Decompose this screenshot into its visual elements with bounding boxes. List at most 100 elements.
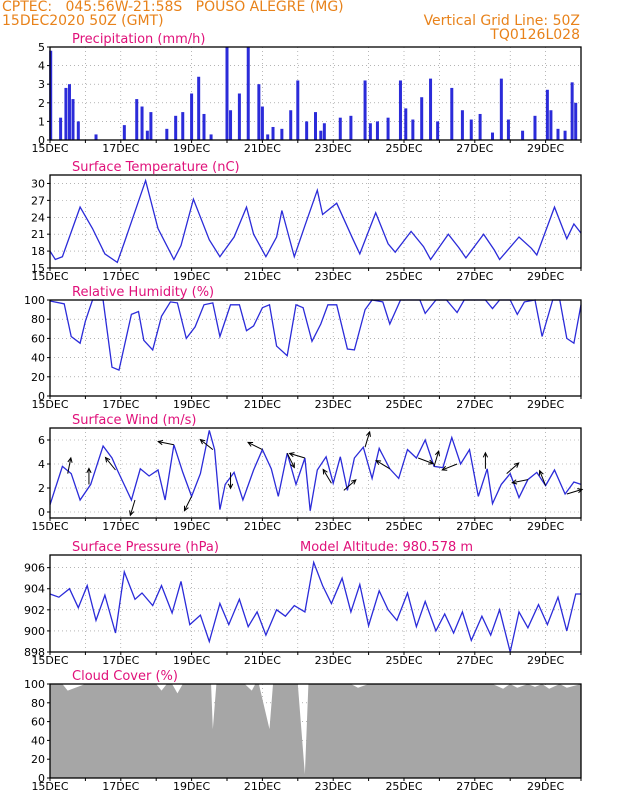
y-tick-label: 80 — [31, 697, 45, 710]
series-line — [49, 559, 581, 653]
wind-arrow — [105, 457, 116, 471]
y-tick-label: 27 — [31, 194, 45, 207]
precip-bar — [49, 50, 53, 140]
y-tick-label: 2 — [38, 97, 45, 110]
x-tick-label: 29DEC — [527, 398, 564, 411]
y-tick-label: 20 — [31, 371, 45, 384]
precip-bar — [305, 121, 309, 140]
x-tick-label: 25DEC — [385, 654, 422, 667]
y-tick-label: 20 — [31, 753, 45, 766]
x-tick-label: 21DEC — [244, 270, 281, 283]
panel-frame — [49, 46, 582, 141]
wind-arrow — [375, 460, 391, 470]
precip-bar — [289, 110, 293, 140]
wind-arrowhead — [511, 479, 518, 485]
precip-bar — [165, 128, 169, 140]
x-tick-label: 19DEC — [173, 654, 210, 667]
x-tick-label: 23DEC — [315, 398, 352, 411]
wind-arrow — [67, 457, 72, 474]
precip-bar — [174, 115, 178, 140]
y-tick-label: 6 — [38, 434, 45, 447]
precip-bar — [338, 117, 342, 140]
x-tick-label: 29DEC — [527, 142, 564, 155]
precip-bar — [209, 134, 213, 140]
wind-arrow — [322, 469, 332, 484]
x-tick-label: 15DEC — [31, 398, 68, 411]
precip-bar — [71, 99, 75, 140]
precip-bar — [491, 132, 494, 140]
wind-arrow — [129, 499, 136, 516]
wind-arrowhead — [129, 510, 135, 517]
precip-bar — [76, 121, 80, 140]
panel-frame — [49, 427, 582, 519]
x-tick-label: 23DEC — [315, 142, 352, 155]
precip-bar — [145, 130, 149, 140]
panel-title: Surface Wind (m/s) — [72, 413, 196, 428]
y-tick-label: 0 — [38, 134, 45, 147]
precip-bar — [469, 119, 473, 140]
precip-bar — [271, 126, 275, 140]
y-tick-label: 15 — [31, 262, 45, 275]
precip-bar — [429, 78, 433, 140]
y-tick-label: 40 — [31, 352, 45, 365]
x-tick-label: 25DEC — [385, 520, 422, 533]
precip-bar — [404, 108, 408, 140]
panel-frame — [49, 174, 582, 269]
panel-annotation: Model Altitude: 980.578 m — [300, 540, 473, 555]
precip-bar — [197, 76, 201, 140]
x-tick-label: 21DEC — [244, 398, 281, 411]
x-tick-label: 15DEC — [31, 270, 68, 283]
wind-arrowhead — [290, 462, 295, 469]
wind-arrow — [289, 452, 306, 459]
wind-arrow — [442, 463, 458, 471]
y-tick-label: 80 — [31, 313, 45, 326]
y-tick-label: 898 — [24, 646, 45, 659]
precip-bar — [450, 87, 454, 140]
panel-title: Precipitation (mm/h) — [72, 32, 205, 47]
wind-arrowhead — [375, 459, 382, 466]
wind-arrow — [512, 479, 528, 484]
wind-arrow — [247, 441, 263, 451]
y-tick-label: 100 — [24, 678, 45, 691]
wind-arrowhead — [157, 439, 164, 446]
x-tick-label: 27DEC — [456, 270, 493, 283]
x-tick-label: 23DEC — [315, 654, 352, 667]
x-tick-label: 17DEC — [102, 270, 139, 283]
x-tick-label: 21DEC — [244, 142, 281, 155]
y-tick-label: 24 — [31, 211, 45, 224]
y-tick-label: 4 — [38, 458, 45, 471]
x-tick-label: 25DEC — [385, 780, 422, 793]
precip-bar — [545, 89, 549, 140]
precip-bar — [349, 115, 353, 140]
y-tick-label: 100 — [24, 294, 45, 307]
panel-frame — [49, 683, 582, 779]
precip-bar — [556, 128, 560, 140]
y-tick-label: 60 — [31, 332, 45, 345]
precip-bar — [246, 47, 250, 140]
wind-arrowhead — [441, 465, 448, 471]
precip-bar — [296, 80, 300, 140]
precip-bar — [563, 130, 567, 140]
x-tick-label: 25DEC — [385, 398, 422, 411]
precip-bar — [319, 130, 323, 140]
x-tick-label: 17DEC — [102, 398, 139, 411]
header-datetime: 15DEC2020 50Z (GMT) — [2, 13, 164, 29]
wind-arrow — [158, 441, 174, 446]
wind-arrow — [286, 452, 295, 468]
wind-arrowhead — [183, 505, 189, 512]
x-tick-label: 19DEC — [173, 270, 210, 283]
y-tick-label: 30 — [31, 177, 45, 190]
wind-arrow — [506, 462, 520, 474]
wind-arrowhead — [365, 430, 371, 437]
x-tick-label: 17DEC — [102, 520, 139, 533]
precip-bar — [411, 119, 415, 140]
precip-bar — [499, 78, 503, 140]
header-station: CPTEC: 045:56W-21:58S POUSO ALEGRE (MG) — [2, 0, 344, 15]
wind-arrow — [433, 450, 440, 467]
x-tick-label: 15DEC — [31, 654, 68, 667]
precip-bar — [202, 113, 206, 140]
y-tick-label: 902 — [24, 604, 45, 617]
wind-arrowhead — [482, 451, 489, 458]
panel-title: Relative Humidity (%) — [72, 285, 214, 300]
x-tick-label: 17DEC — [102, 654, 139, 667]
